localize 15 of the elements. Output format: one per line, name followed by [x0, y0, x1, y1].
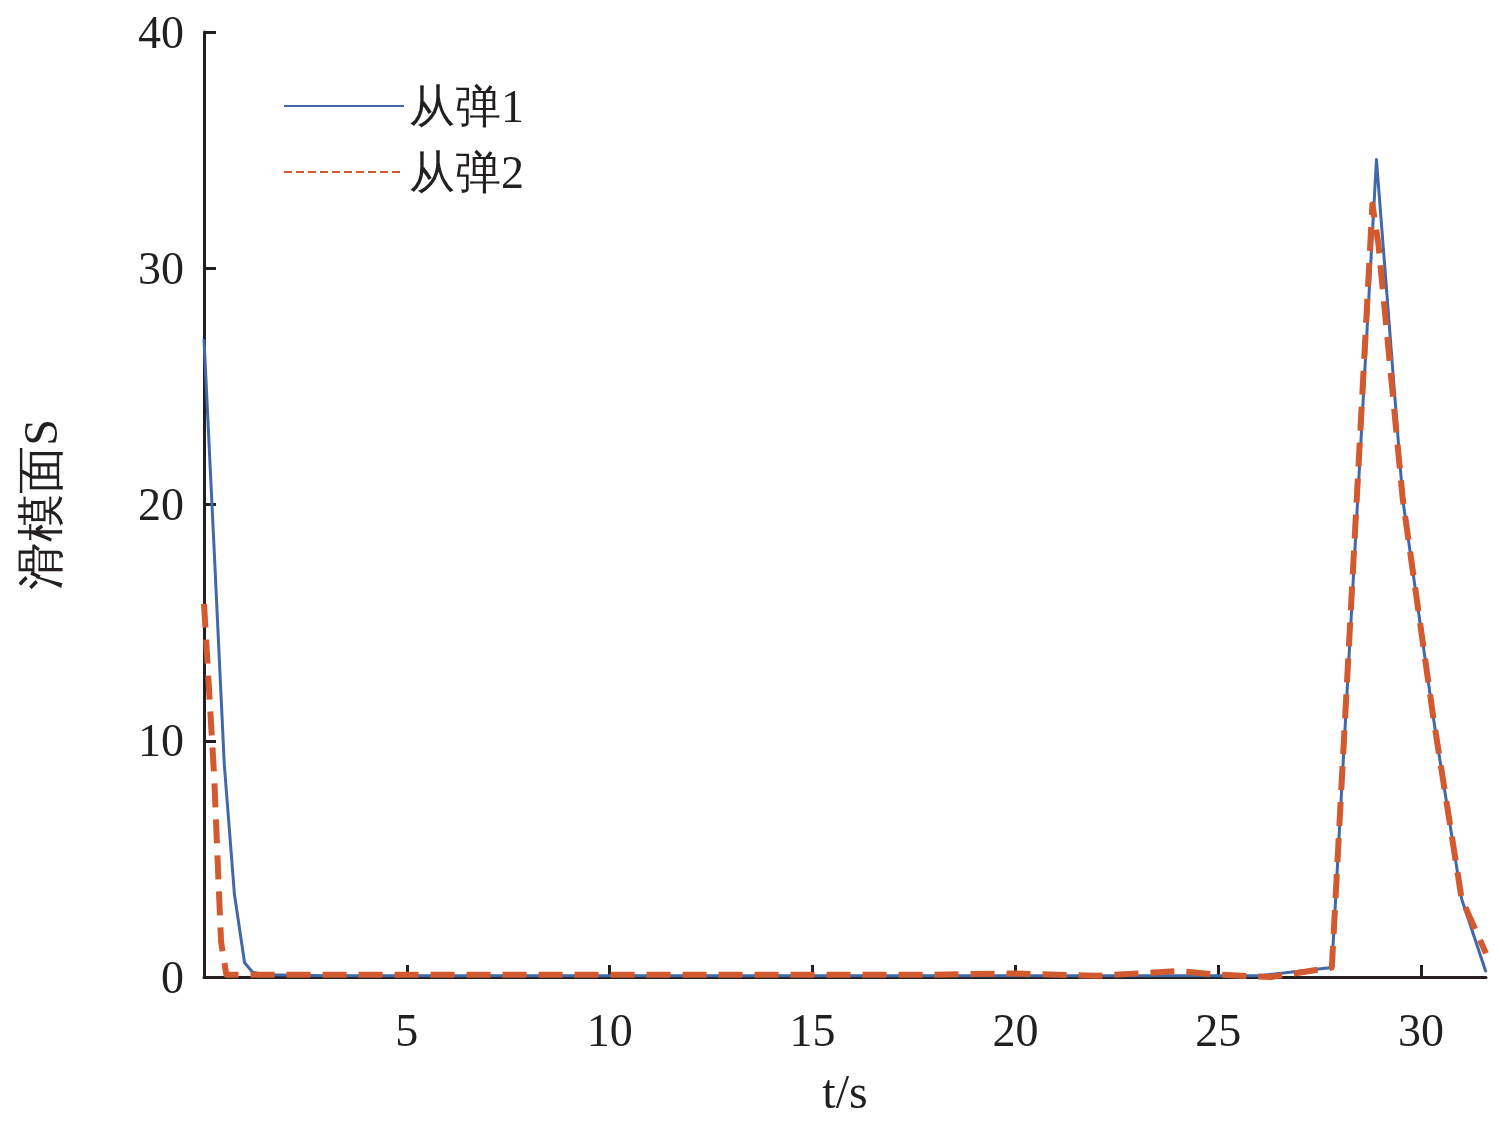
y-tick-label: 0: [161, 951, 184, 1003]
y-tick-label: 30: [138, 242, 184, 294]
legend-label: 从弹1: [409, 80, 524, 132]
legend-label: 从弹2: [409, 146, 524, 198]
y-axis-title: 滑模面S: [13, 419, 67, 590]
x-tick-label: 20: [992, 1004, 1039, 1056]
x-tick-label: 15: [789, 1004, 836, 1056]
y-tick-label: 10: [138, 715, 184, 767]
y-tick-label: 20: [138, 479, 184, 530]
x-tick-label: 30: [1398, 1004, 1445, 1056]
x-axis-title: t/s: [822, 1064, 868, 1118]
x-tick-label: 10: [586, 1004, 633, 1056]
x-tick-label: 5: [395, 1004, 419, 1056]
x-tick-label: 25: [1195, 1004, 1242, 1056]
y-tick-label: 40: [138, 6, 184, 58]
